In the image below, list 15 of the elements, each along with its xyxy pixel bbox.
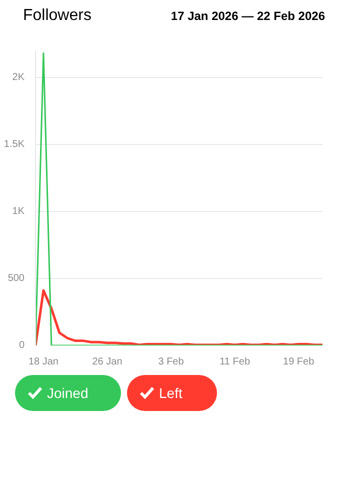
line-series	[36, 289, 322, 346]
y-tick-label: 0	[18, 340, 25, 351]
y-tick-label: 500	[8, 272, 25, 284]
x-tick-label: 26 Jan	[92, 356, 122, 368]
x-tick-label: 3 Feb	[158, 356, 184, 368]
y-tick-label: 1K	[12, 206, 25, 217]
y-tick-label: 1.5K	[4, 138, 25, 150]
x-tick-label: 11 Feb	[220, 356, 250, 368]
x-tick-label: 18 Jan	[28, 356, 58, 368]
legend-item: Left	[127, 375, 217, 411]
chart-title: Followers	[23, 6, 92, 26]
y-tick-label: 2K	[12, 72, 25, 83]
legend-item: Joined	[15, 375, 121, 411]
chart-subtitle: 17 Jan 2026 — 22 Feb 2026	[170, 8, 325, 25]
x-tick-label: 19 Feb	[283, 356, 315, 368]
